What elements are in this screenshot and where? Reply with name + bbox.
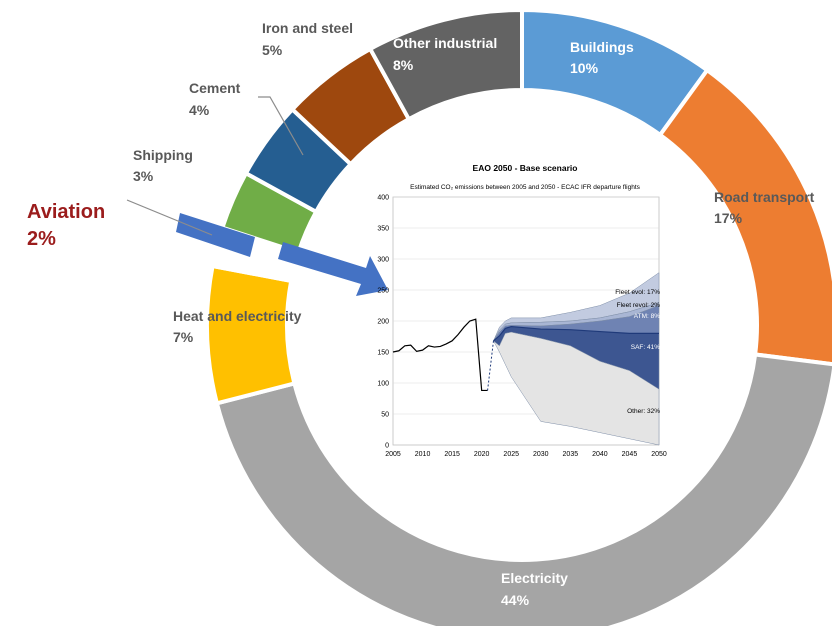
electricity-value: 44% — [501, 592, 530, 608]
inset-y-tick-label: 0 — [385, 443, 389, 450]
electricity-label: Electricity — [501, 570, 568, 586]
inset-x-tick-label: 2035 — [563, 451, 579, 458]
heat-label: Heat and electricity — [173, 308, 302, 324]
inset-y-tick-label: 300 — [377, 257, 389, 264]
other-industrial-label: Other industrial — [393, 35, 497, 51]
inset-line-history — [392, 318, 488, 392]
aviation-leader-line — [126, 199, 213, 236]
aviation-label: Aviation — [27, 201, 105, 223]
inset-line-dashed-link — [487, 340, 494, 391]
inset-chart: EAO 2050 - Base scenario Estimated CO₂ e… — [377, 163, 667, 458]
inset-subtitle: Estimated CO₂ emissions between 2005 and… — [410, 184, 641, 191]
inset-y-tick-label: 150 — [377, 350, 389, 357]
aviation-arrow-pointer — [278, 242, 388, 296]
inset-y-tick-label: 400 — [377, 195, 389, 202]
aviation-arrows — [176, 213, 388, 296]
band-label-fleet-revol: Fleet revol: 2% — [617, 302, 661, 309]
band-label-fleet-evol: Fleet evol: 17% — [615, 289, 660, 296]
donut-segment-electricity — [214, 352, 832, 626]
inset-y-tick-label: 50 — [381, 412, 389, 419]
donut-segment-other_ind — [367, 7, 524, 122]
buildings-value: 10% — [570, 60, 599, 76]
iron-steel-value: 5% — [262, 42, 283, 58]
inset-band-other — [493, 331, 660, 446]
inset-line-atm-edge — [493, 325, 659, 342]
inset-band-labels: Fleet evol: 17% Fleet revol: 2% ATM: 8% … — [615, 289, 660, 415]
cement-value: 4% — [189, 102, 210, 118]
band-label-saf: SAF: 41% — [631, 344, 660, 351]
inset-y-tick-label: 100 — [377, 381, 389, 388]
inset-x-tick-label: 2015 — [444, 451, 460, 458]
cement-leader-line — [258, 96, 304, 156]
road-transport-value: 17% — [714, 210, 743, 226]
aviation-value: 2% — [27, 228, 56, 250]
iron-steel-label: Iron and steel — [262, 20, 353, 36]
inset-x-tick-label: 2040 — [592, 451, 608, 458]
donut-segment-road — [657, 67, 832, 367]
inset-y-tick-label: 350 — [377, 226, 389, 233]
inset-title: EAO 2050 - Base scenario — [473, 163, 578, 173]
donut-segment-heat — [205, 263, 297, 406]
inset-x-tick-label: 2025 — [503, 451, 519, 458]
buildings-label: Buildings — [570, 39, 634, 55]
inset-x-tick-label: 2030 — [533, 451, 549, 458]
other-industrial-value: 8% — [393, 57, 414, 73]
aviation-arrow-left-piece — [176, 213, 255, 257]
inset-x-tick-label: 2020 — [474, 451, 490, 458]
donut-chart — [205, 7, 832, 626]
inset-y-tick-label: 200 — [377, 319, 389, 326]
segment-labels: Buildings 10% Road transport 17% Electri… — [27, 20, 815, 608]
inset-y-tick-label: 250 — [377, 288, 389, 295]
heat-value: 7% — [173, 329, 194, 345]
inset-x-tick-label: 2050 — [651, 451, 667, 458]
band-label-other: Other: 32% — [627, 408, 660, 415]
leader-lines — [126, 96, 304, 236]
inset-x-tick-label: 2045 — [622, 451, 638, 458]
inset-x-tick-label: 2005 — [385, 451, 401, 458]
inset-plot-area: 0 50 100 150 200 250 300 350 400 2005 2010 2015 2020… — [377, 195, 667, 459]
cement-label: Cement — [189, 80, 241, 96]
shipping-value: 3% — [133, 168, 154, 184]
road-transport-label: Road transport — [714, 189, 815, 205]
band-label-atm: ATM: 8% — [634, 313, 660, 320]
inset-x-tick-label: 2010 — [415, 451, 431, 458]
shipping-label: Shipping — [133, 147, 193, 163]
